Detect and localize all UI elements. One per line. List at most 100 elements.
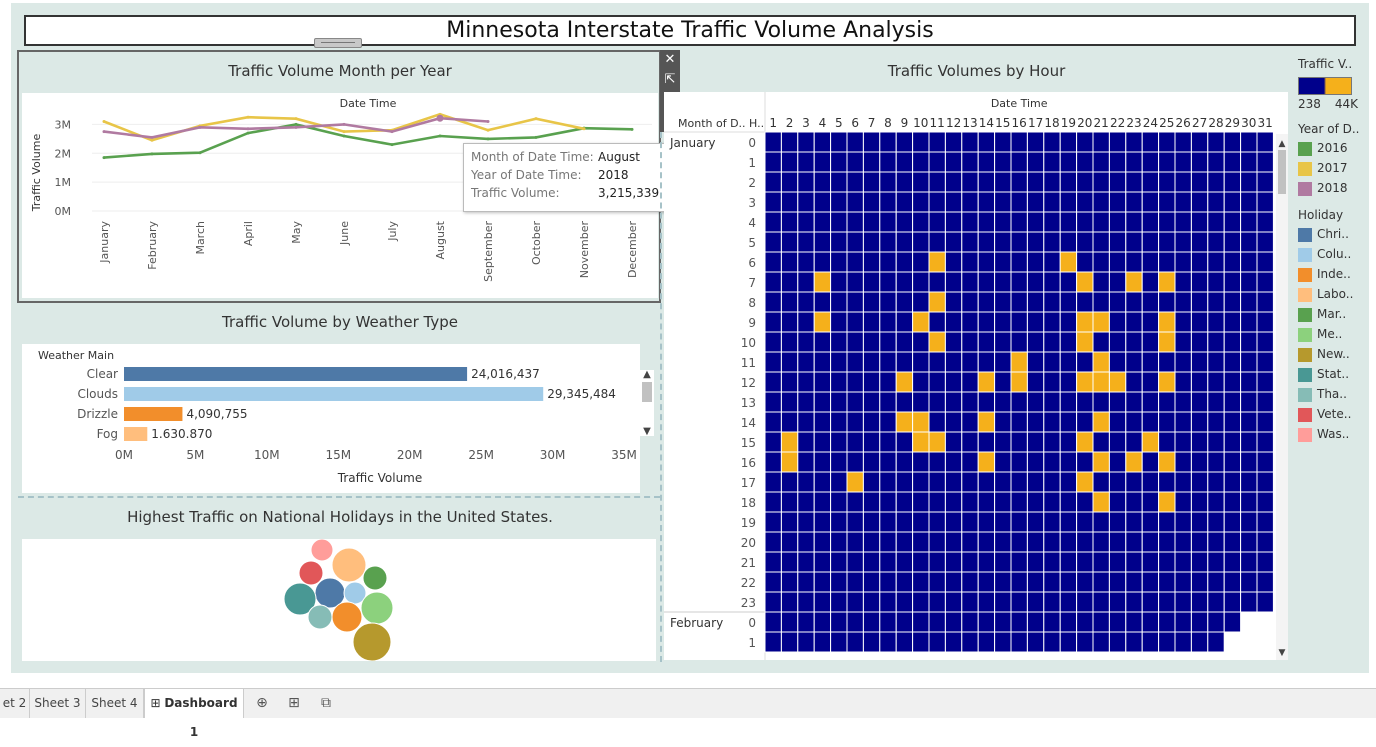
scroll-up-icon[interactable]: ▲ xyxy=(1279,139,1286,149)
heat-cell xyxy=(1108,431,1127,453)
heat-cell xyxy=(1174,491,1192,513)
month-line-chart[interactable]: Date Time Traffic Volume 0M 1M 2M 3M January Fe… xyxy=(22,93,658,298)
drag-handle[interactable] xyxy=(314,38,362,48)
bubble-me[interactable] xyxy=(360,591,394,625)
heat-cell xyxy=(1174,531,1192,553)
heat-cell xyxy=(1223,271,1242,293)
legend-label: 2018 xyxy=(1317,181,1348,195)
heat-cell xyxy=(1043,371,1061,393)
heat-cell xyxy=(764,191,782,213)
heat-cell xyxy=(1158,151,1176,173)
traffic-legend: Traffic V.. 238 44K xyxy=(1298,57,1358,111)
scroll-down-icon[interactable]: ▼ xyxy=(643,426,651,437)
heat-cell xyxy=(1076,371,1094,393)
holiday-legend-item[interactable]: Mar.. xyxy=(1298,307,1353,327)
popout-icon[interactable]: ⇱ xyxy=(664,72,676,87)
heat-cell xyxy=(977,271,996,293)
scroll-down-icon[interactable]: ▼ xyxy=(1279,648,1286,658)
heat-cell xyxy=(862,171,881,193)
heat-cell xyxy=(830,131,848,153)
holiday-bubble-chart[interactable] xyxy=(22,539,656,661)
data-point-2018 xyxy=(102,130,106,134)
year-legend-item[interactable]: 2018 xyxy=(1298,181,1359,201)
holiday-legend-item[interactable]: Vete.. xyxy=(1298,407,1353,427)
heat-cell xyxy=(1190,211,1209,233)
close-icon[interactable]: ✕ xyxy=(664,52,676,67)
year-legend-item[interactable]: 2017 xyxy=(1298,161,1359,181)
holiday-legend-item[interactable]: Colu.. xyxy=(1298,247,1353,267)
heat-cell xyxy=(994,151,1012,173)
holiday-legend-item[interactable]: Inde.. xyxy=(1298,267,1353,287)
data-point-2018 xyxy=(246,127,250,131)
bubble-vete[interactable] xyxy=(298,560,324,586)
tooltip-value: 3,215,339 xyxy=(598,186,660,200)
year-legend-item[interactable]: 2016 xyxy=(1298,141,1359,161)
scrollbar-thumb[interactable] xyxy=(642,382,652,402)
zone-divider xyxy=(18,496,660,498)
tab-sheet-4[interactable]: Sheet 4 xyxy=(86,689,144,718)
bubble-was[interactable] xyxy=(310,539,334,562)
heat-cell xyxy=(764,151,782,173)
heat-cell xyxy=(813,411,832,433)
heat-cell xyxy=(1010,311,1028,333)
heat-cell xyxy=(862,611,881,633)
heat-cell xyxy=(944,571,963,593)
holiday-legend-item[interactable]: Was.. xyxy=(1298,427,1353,447)
heat-cell xyxy=(1190,311,1209,333)
heat-cell xyxy=(1092,491,1110,513)
heat-cell xyxy=(1010,431,1028,453)
heat-cell xyxy=(1141,411,1160,433)
heat-cell xyxy=(1092,151,1110,173)
heat-cell xyxy=(928,471,946,493)
new-worksheet-icon[interactable]: ⊕ xyxy=(256,695,268,711)
new-dashboard-icon[interactable]: ⊞ xyxy=(288,695,300,711)
heat-cell xyxy=(1125,151,1143,173)
x-tick-label: August xyxy=(434,220,447,259)
heat-cell xyxy=(1076,591,1094,613)
bubble-inde[interactable] xyxy=(331,601,363,633)
holiday-legend-item[interactable]: Me.. xyxy=(1298,327,1353,347)
heat-cell xyxy=(797,371,815,393)
heat-cell xyxy=(1141,251,1160,273)
heat-cell xyxy=(1076,451,1094,473)
heat-cell xyxy=(1207,291,1225,313)
heat-cell xyxy=(895,511,914,533)
heatmap-scrollbar[interactable] xyxy=(1276,134,1288,660)
new-story-icon[interactable]: ⧉ xyxy=(321,695,331,711)
holiday-legend-item[interactable]: Labo.. xyxy=(1298,287,1353,307)
bubble-mar[interactable] xyxy=(362,565,388,591)
traffic-legend-max: 44K xyxy=(1334,97,1358,111)
heat-cell xyxy=(1158,391,1176,413)
scroll-up-icon[interactable]: ▲ xyxy=(643,369,651,380)
bubble-new[interactable] xyxy=(352,622,392,661)
traffic-color-ramp[interactable] xyxy=(1298,77,1352,95)
tab-sheet-2[interactable]: et 2 xyxy=(0,689,30,718)
x-tick-label: 30M xyxy=(540,448,566,462)
heat-cell xyxy=(1223,491,1242,513)
heat-cell xyxy=(977,131,996,153)
heat-cell xyxy=(1010,411,1028,433)
bubble-tha[interactable] xyxy=(307,604,333,630)
day-label: 25 xyxy=(1159,116,1174,130)
heat-cell xyxy=(1190,631,1209,653)
heat-cell xyxy=(961,611,979,633)
heat-cell xyxy=(1059,531,1078,553)
bubble-labo[interactable] xyxy=(331,547,367,583)
heat-cell xyxy=(879,191,897,213)
heat-cell xyxy=(1108,151,1127,173)
bubble-stat[interactable] xyxy=(283,582,317,616)
heatmap-scrollbar-thumb[interactable] xyxy=(1278,150,1286,194)
heat-cell xyxy=(1125,591,1143,613)
heat-cell xyxy=(1043,211,1061,233)
heat-cell xyxy=(961,471,979,493)
holiday-legend-item[interactable]: Chri.. xyxy=(1298,227,1353,247)
holiday-legend-item[interactable]: Tha.. xyxy=(1298,387,1353,407)
heat-cell xyxy=(1240,451,1258,473)
tab-sheet-3[interactable]: Sheet 3 xyxy=(30,689,86,718)
heat-cell xyxy=(1207,531,1225,553)
tab-dashboard-1[interactable]: ⊞ Dashboard 1 xyxy=(144,689,244,739)
holiday-legend-item[interactable]: New.. xyxy=(1298,347,1353,367)
weather-bar-chart[interactable]: Weather Main Clear 24,016,437 Clouds 29,345,… xyxy=(22,344,658,493)
holiday-legend-item[interactable]: Stat.. xyxy=(1298,367,1353,387)
